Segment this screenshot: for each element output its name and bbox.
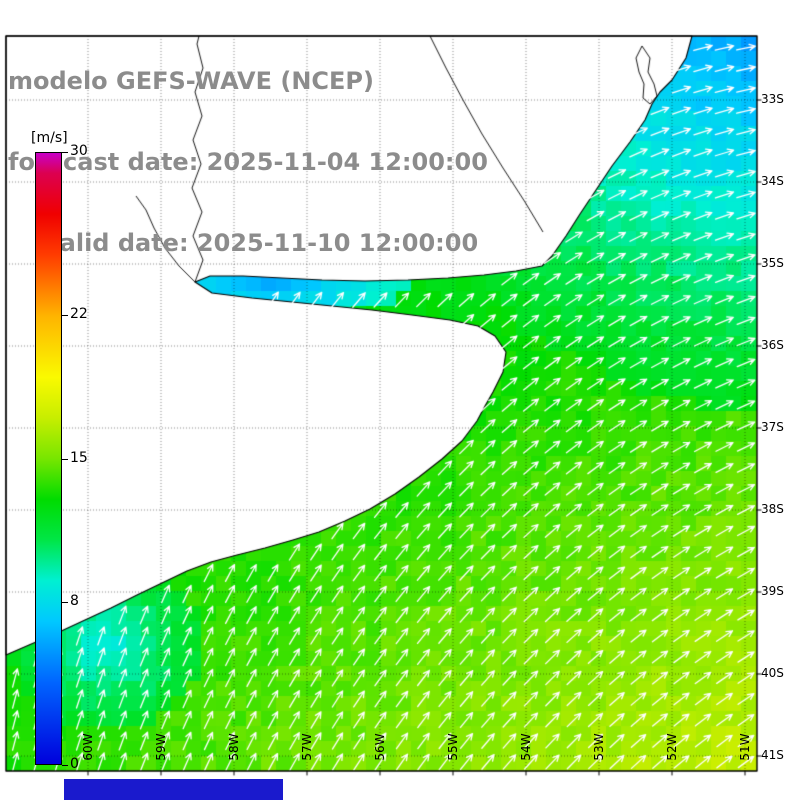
valid-date-line: valid date: 2025-11-10 12:00:00 <box>44 229 479 257</box>
title-block: modelo GEFS-WAVE (NCEP) forecast date: 2… <box>8 14 488 311</box>
colorbar-gradient <box>35 152 62 765</box>
bottom-blue-strip <box>64 779 283 800</box>
colorbar-unit-label: [m/s] <box>31 130 68 146</box>
forecast-date-line: forecast date: 2025-11-04 12:00:00 <box>8 148 488 176</box>
model-name-title: modelo GEFS-WAVE (NCEP) <box>8 67 374 95</box>
